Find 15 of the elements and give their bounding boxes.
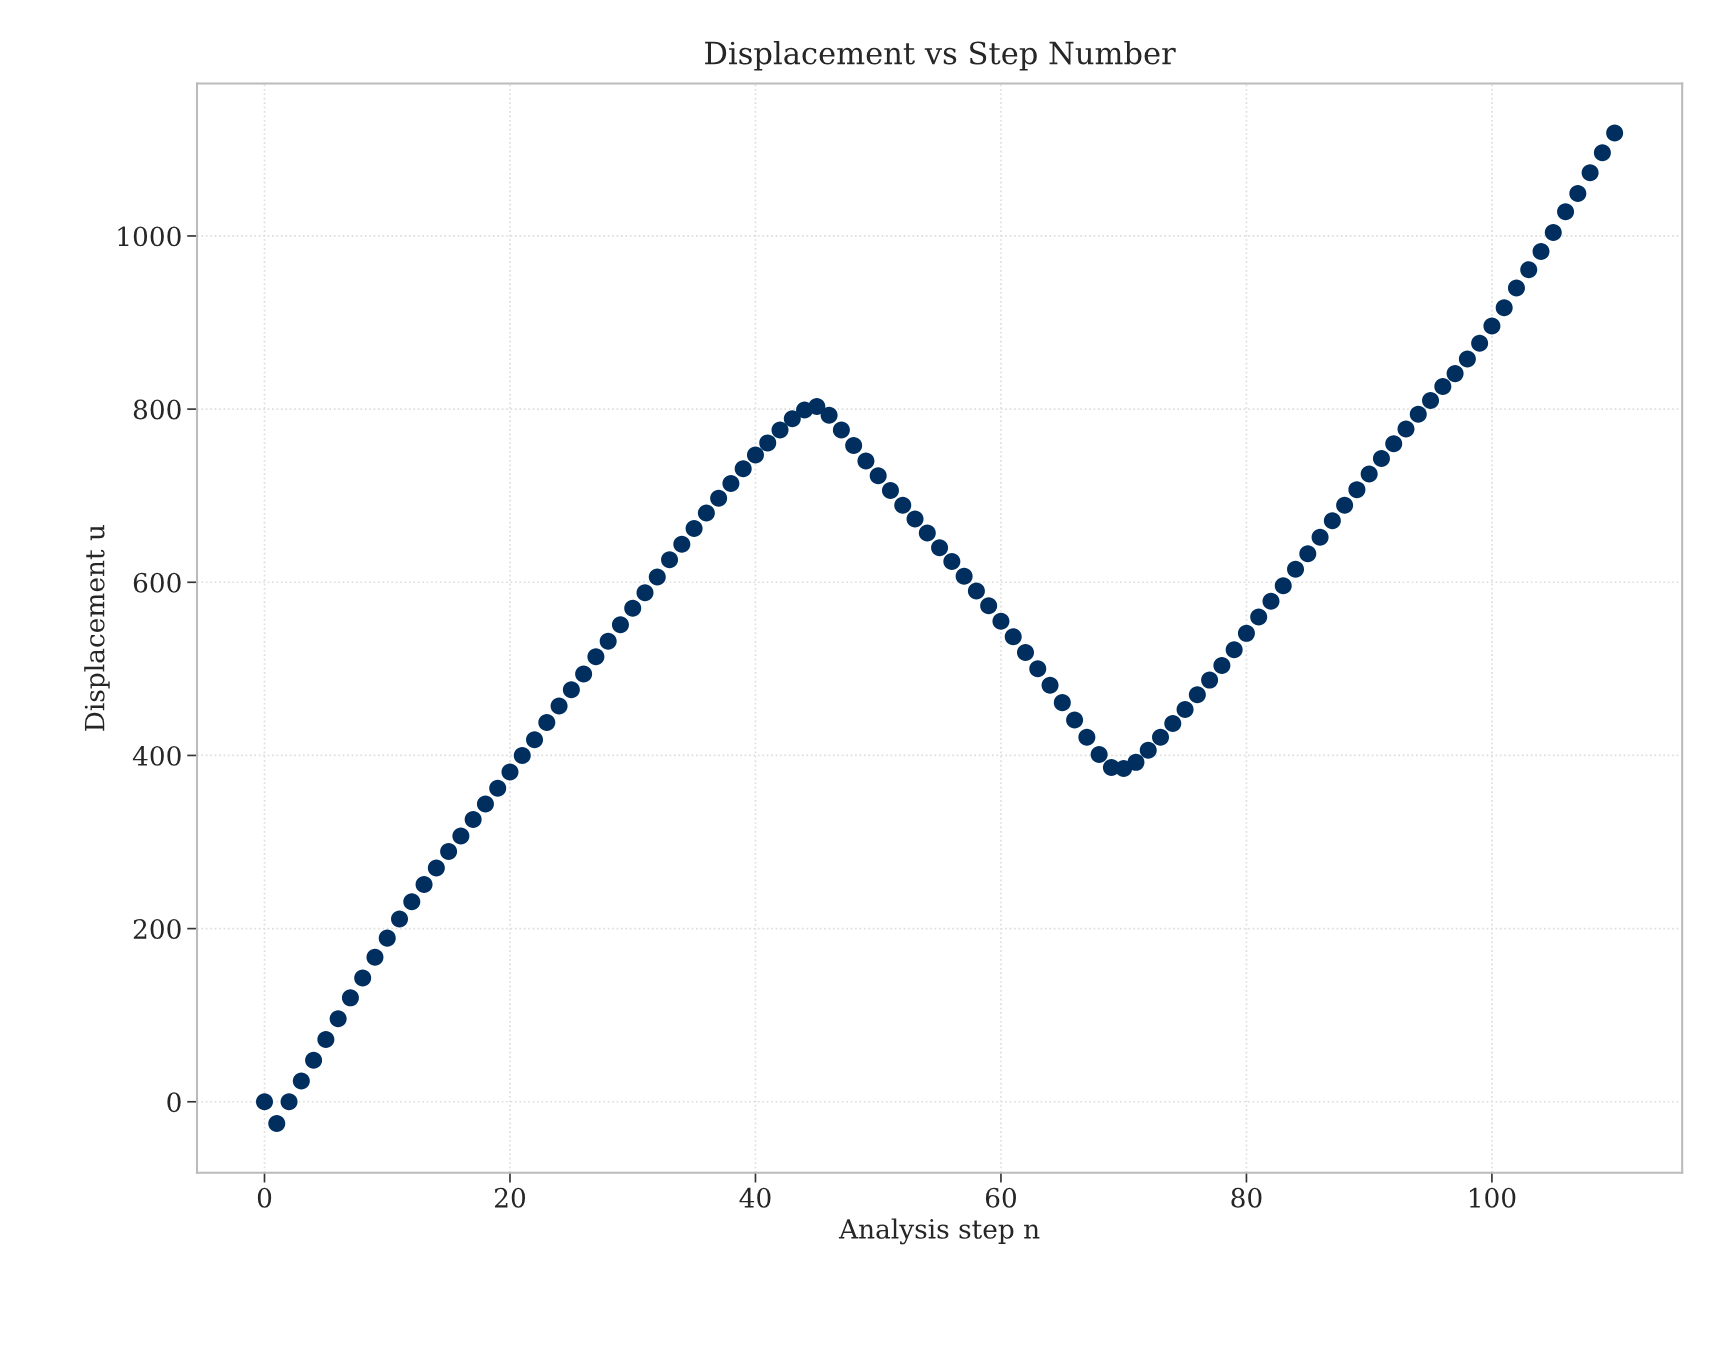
- x-tick-label: 0: [257, 1187, 272, 1208]
- x-tick-label: 80: [1231, 1187, 1262, 1208]
- x-tick-label: 40: [739, 1187, 771, 1208]
- x-tick-label: 60: [985, 1187, 1016, 1208]
- chart-title: Displacement vs Step Number: [705, 40, 1176, 71]
- x-axis-title: Analysis step n: [838, 1218, 1040, 1245]
- y-tick-label: 1000: [118, 226, 181, 247]
- y-tick-label: 0: [167, 1092, 181, 1113]
- x-tick-label: 20: [494, 1187, 526, 1208]
- y-tick-label: 600: [133, 572, 181, 593]
- y-axis-title: Displacement u: [84, 525, 110, 731]
- y-tick-label: 400: [132, 745, 181, 766]
- x-tick-label: 100: [1469, 1187, 1516, 1208]
- y-tick-label: 200: [133, 919, 181, 939]
- y-tick-label: 800: [133, 399, 181, 420]
